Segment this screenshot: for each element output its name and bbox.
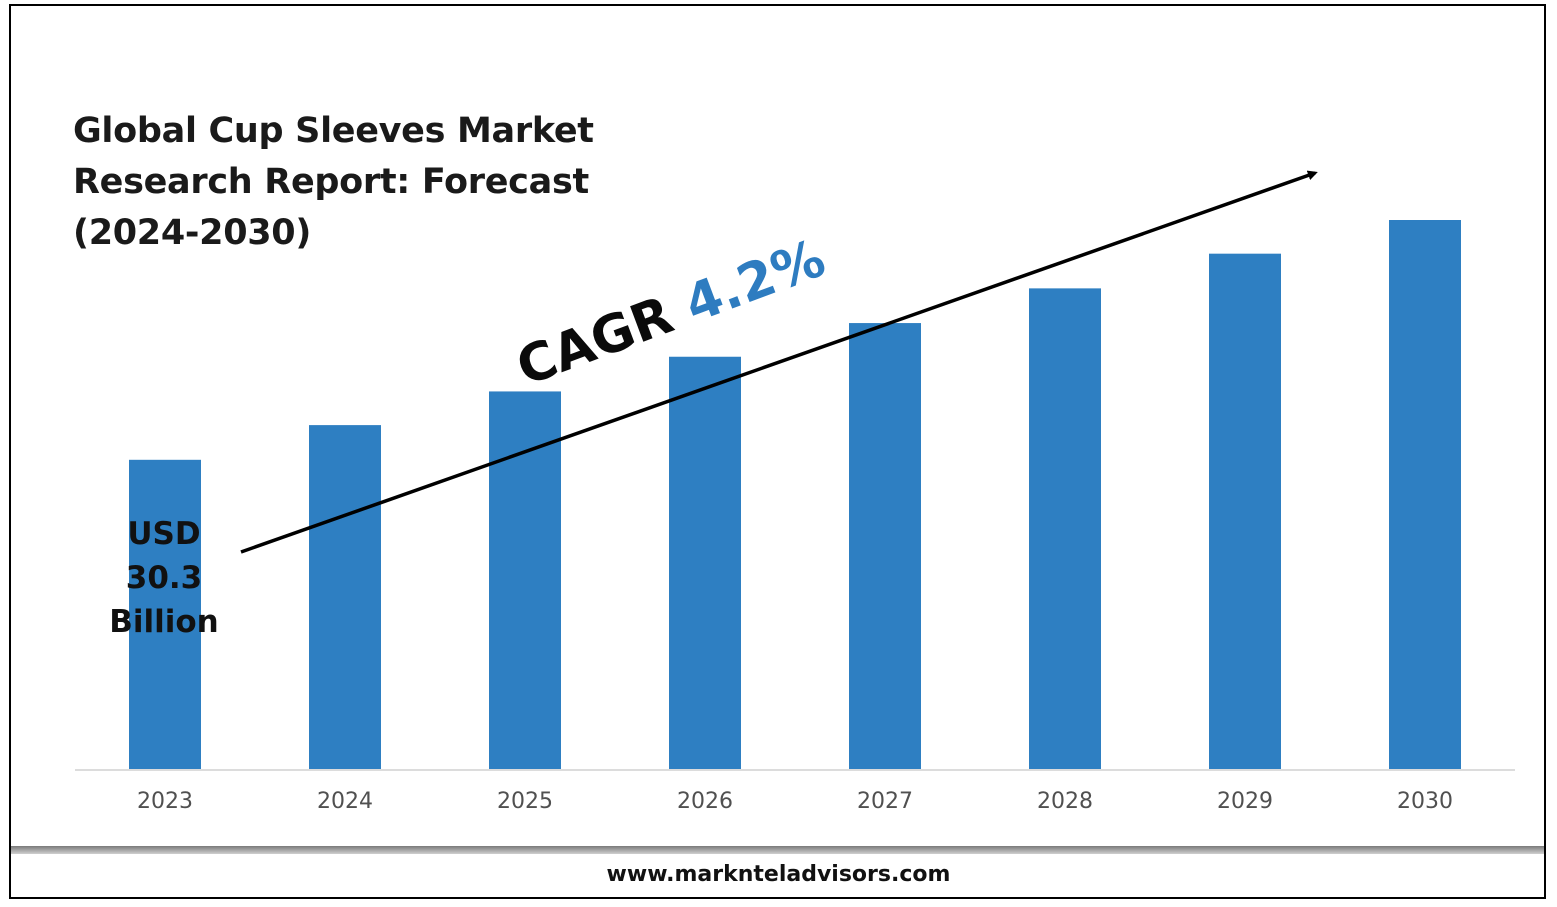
chart-title-line-3: (2024-2030) [73,213,312,253]
x-tick-labels: 2023 2024 2025 2026 2027 2028 2029 2030 [137,789,1453,814]
chart-title-line-2: Research Report: Forecast [73,162,589,202]
x-tick-label-2025: 2025 [497,789,553,814]
footer-url: www.marknteladvisors.com [606,862,951,887]
chart-frame [9,4,1546,899]
bar-2026 [669,356,741,769]
bars-group [129,220,1461,769]
bar-2029 [1209,253,1281,769]
chart-title-line-1: Global Cup Sleeves Market [73,111,594,151]
footer-divider [11,846,1544,854]
x-tick-label-2030: 2030 [1397,789,1453,814]
bar-2027 [849,323,921,769]
x-tick-label-2023: 2023 [137,789,193,814]
x-tick-label-2029: 2029 [1217,789,1273,814]
x-tick-label-2026: 2026 [677,789,733,814]
start-value-unit: Billion [109,604,219,640]
bar-2028 [1029,288,1101,769]
start-value-number: 30.3 [125,560,203,596]
trend-arrow [240,170,1318,554]
chart-title: Global Cup Sleeves Market Research Repor… [73,106,633,259]
x-tick-label-2028: 2028 [1037,789,1093,814]
start-value-currency: USD [127,516,201,552]
bar-2023 [129,459,201,769]
bar-2025 [489,391,561,769]
bar-2030 [1389,220,1461,769]
x-tick-label-2027: 2027 [857,789,913,814]
start-value-annotation: USD 30.3 Billion [104,512,224,644]
x-tick-label-2024: 2024 [317,789,373,814]
bar-2024 [309,425,381,769]
